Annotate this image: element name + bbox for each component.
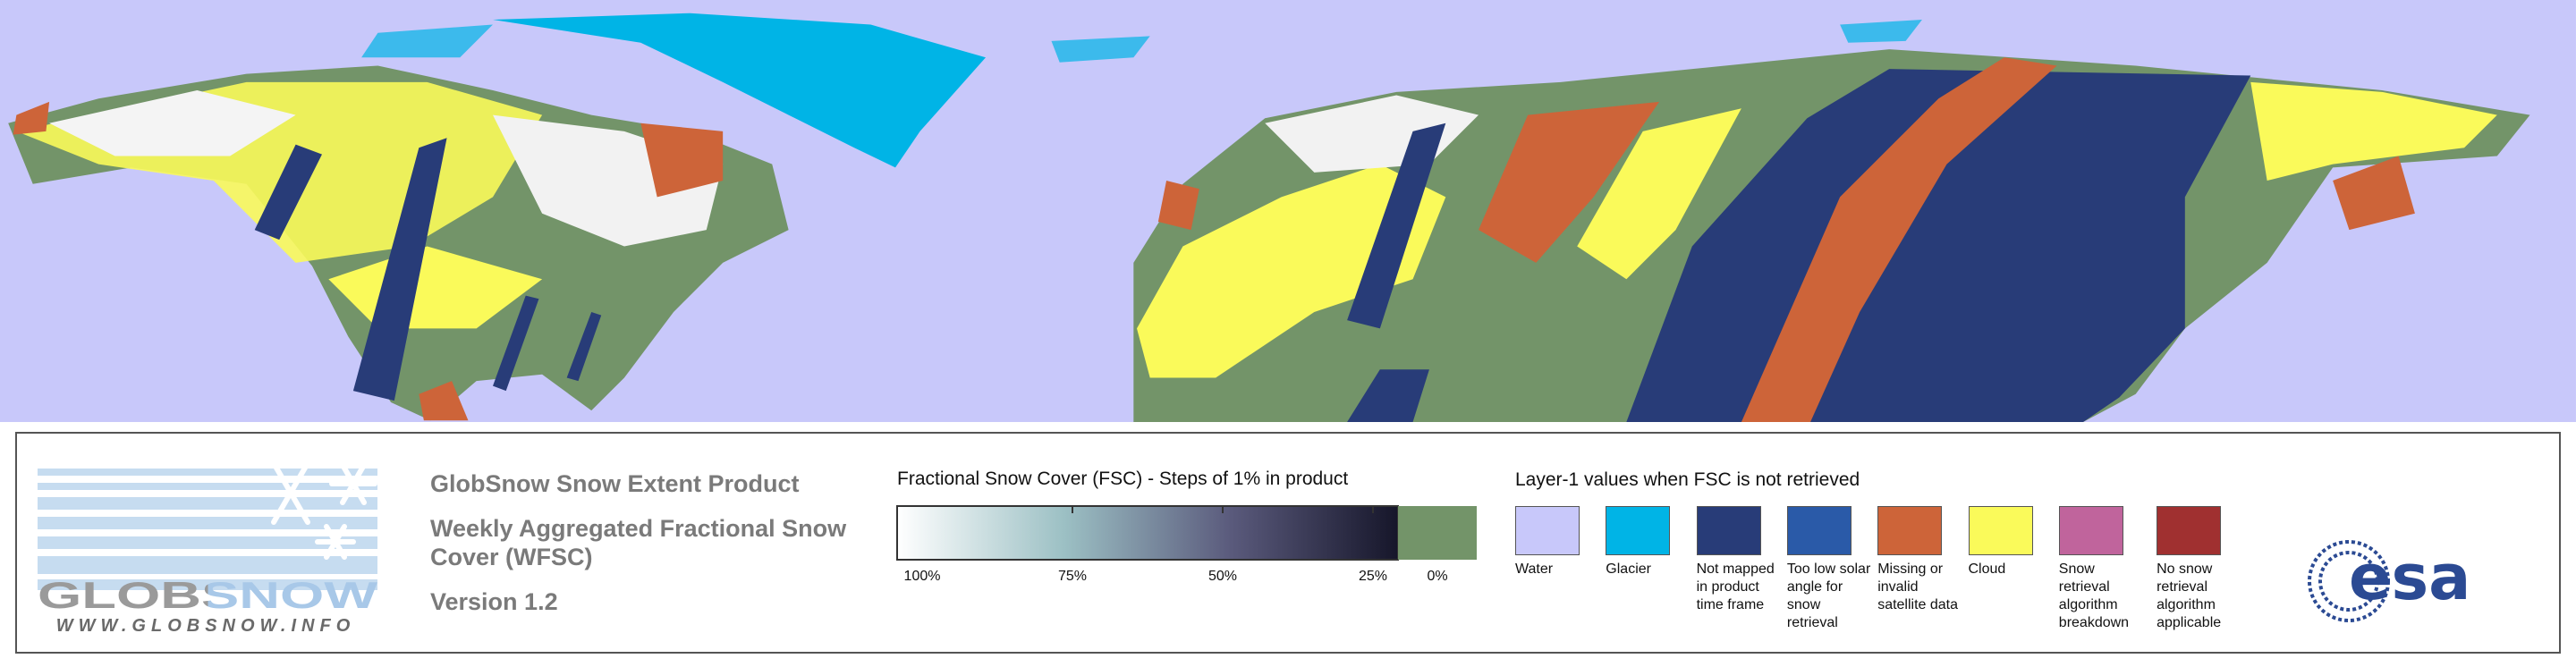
tick-label: 25% <box>1358 569 1388 584</box>
logo-url: WWW.GLOBSNOW.INFO <box>56 616 356 636</box>
legend-swatch <box>1515 506 1580 555</box>
legend-label: Glacier <box>1606 561 1651 577</box>
legend-swatch <box>1696 506 1761 555</box>
legend-label: Snow retrieval algorithm breakdown <box>2058 561 2130 630</box>
legend-swatch <box>1606 506 1671 555</box>
tick-label: 50% <box>1208 569 1238 584</box>
colorbar <box>896 505 1477 561</box>
layer1-title: Layer-1 values when FSC is not retrieved <box>1515 469 1860 490</box>
legend-label: Water <box>1515 561 1554 577</box>
legend-label: Not mapped in product time frame <box>1696 561 1775 612</box>
esa-logo: esa <box>2308 540 2470 622</box>
tick-label: 75% <box>1057 569 1088 584</box>
legend-label: Cloud <box>1968 561 2006 577</box>
tick-label: 100% <box>903 569 941 584</box>
product-title: GlobSnow Snow Extent Product <box>430 470 800 497</box>
colorbar-title: Fractional Snow Cover (FSC) - Steps of 1… <box>897 469 1349 489</box>
legend-label: Missing or invalid satellite data <box>1877 561 1959 612</box>
globsnow-logo: GLOBSNOW WWW.GLOBSNOW.INFO <box>38 460 378 636</box>
product-subtitle: Weekly Aggregated Fractional Snow Cover … <box>430 515 847 570</box>
product-version: Version 1.2 <box>430 588 558 615</box>
fsc-gradient <box>896 505 1399 561</box>
tick-label: 0% <box>1427 569 1448 584</box>
legend-panel <box>15 432 2561 654</box>
legend-swatch <box>2058 506 2123 555</box>
snow-map <box>0 0 2576 422</box>
legend-swatch <box>1786 506 1852 555</box>
legend-swatch <box>1968 506 2033 555</box>
legend-swatch <box>1877 506 1943 555</box>
legend-swatch <box>2157 506 2222 555</box>
esa-wordmark: esa <box>2349 541 2470 614</box>
legend-label: No snow retrieval algorithm applicable <box>2157 561 2222 630</box>
legend-label: Too low solar angle for snow retrieval <box>1786 561 1871 630</box>
logo-wordmark: GLOBSNOW <box>38 574 378 616</box>
fsc-zero <box>1398 506 1477 560</box>
